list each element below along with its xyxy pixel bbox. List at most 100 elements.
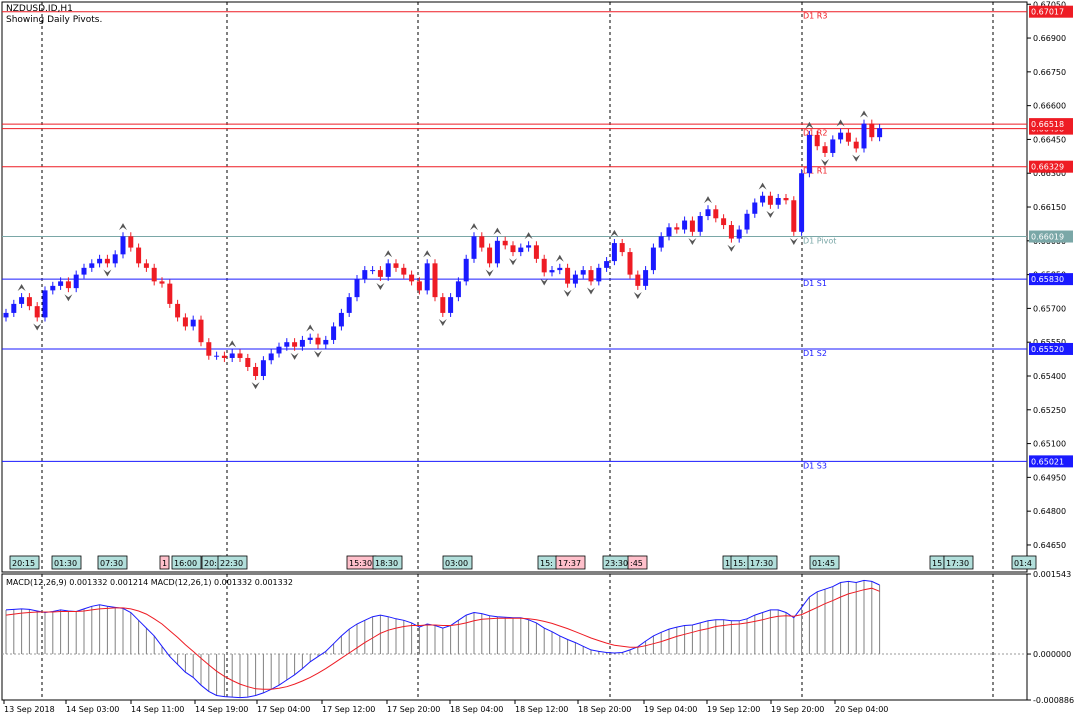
- candle-body: [323, 339, 329, 345]
- time-axis-label: 14 Sep 19:00: [195, 705, 248, 714]
- session-tag-text: 07:30: [100, 559, 123, 568]
- fractal-up-arrow: [470, 223, 478, 231]
- pivot-level-label: D1 R2: [803, 129, 827, 138]
- fractal-down-arrow: [688, 237, 697, 245]
- session-tag-text: 17:30: [750, 559, 773, 568]
- current-price-badge-text: 0.66518: [1031, 120, 1064, 129]
- price-axis-label: 0.65700: [1033, 304, 1066, 313]
- pivot-price-badge-text: 0.65520: [1031, 345, 1064, 354]
- candle-body: [409, 274, 415, 282]
- candle-body: [845, 132, 851, 142]
- price-axis-label: 0.64950: [1033, 473, 1066, 482]
- fractal-up-arrow: [17, 284, 26, 291]
- candle-body: [151, 267, 157, 282]
- candle-body: [471, 236, 477, 259]
- candle-body: [502, 240, 508, 246]
- pivot-level-label: D1 R3: [803, 12, 827, 21]
- candle-body: [292, 342, 298, 347]
- candle-body: [783, 198, 789, 201]
- session-tag: [372, 555, 403, 570]
- pivot-price-badge: [1029, 342, 1073, 355]
- session-tag-text: 01:4: [1014, 559, 1032, 568]
- pivot-price-badge-text: 0.67017: [1031, 8, 1064, 17]
- price-axis-label: 0.65100: [1033, 440, 1066, 449]
- candle-body: [736, 229, 742, 239]
- fractal-down-arrow: [540, 278, 549, 286]
- session-tag: [747, 555, 778, 570]
- candle-body: [214, 355, 220, 357]
- candle-body: [689, 220, 695, 232]
- session-tag-text: 17:30: [946, 559, 969, 568]
- candle-body: [424, 263, 430, 291]
- candle-body: [861, 123, 867, 149]
- fractal-up-arrow: [610, 229, 619, 237]
- fractal-down-arrow: [251, 382, 260, 390]
- candle-body: [299, 339, 305, 347]
- candle-body: [143, 263, 149, 268]
- candle-body: [182, 317, 188, 327]
- candle-body: [112, 254, 118, 264]
- fractal-down-arrow: [633, 292, 642, 300]
- candle-body: [728, 225, 734, 239]
- macd-main-line: [5, 579, 880, 699]
- fractal-down-arrow: [509, 258, 517, 266]
- candle-body: [65, 281, 71, 289]
- candle-body: [175, 303, 181, 318]
- candle-body: [541, 258, 547, 273]
- candle-body: [713, 209, 719, 219]
- fractal-down-arrow: [587, 287, 595, 295]
- fractal-down-arrow: [33, 323, 42, 331]
- candle-body: [697, 216, 703, 232]
- candle-body: [136, 247, 142, 264]
- candle-body: [580, 270, 586, 275]
- candle-body: [89, 263, 95, 268]
- candle-body: [338, 312, 344, 327]
- candle-body: [370, 270, 376, 272]
- candle-body: [814, 134, 820, 147]
- candle-body: [346, 297, 352, 313]
- time-axis-label: 18 Sep 20:00: [578, 705, 631, 714]
- candle-body: [237, 353, 243, 358]
- candle-body: [253, 366, 259, 376]
- price-axis-label: 0.64650: [1033, 541, 1066, 550]
- candle-body: [393, 263, 399, 268]
- pivot-level-label: D1 S3: [803, 461, 827, 470]
- candle-body: [533, 245, 539, 259]
- time-axis-label: 17 Sep 20:00: [387, 705, 440, 714]
- candle-body: [565, 267, 571, 284]
- candle-body: [487, 247, 493, 264]
- time-axis-label: 18 Sep 04:00: [450, 705, 503, 714]
- candle-body: [557, 267, 563, 271]
- candle-body: [518, 247, 524, 253]
- time-axis-label: 14 Sep 11:00: [131, 705, 184, 714]
- candle-body: [315, 337, 321, 345]
- session-tag-text: 17:37: [558, 559, 581, 568]
- fractal-down-arrow: [852, 154, 861, 162]
- fractal-down-arrow: [821, 159, 829, 167]
- session-tag-text: 15:: [540, 559, 553, 568]
- candle-body: [120, 236, 126, 255]
- time-axis-label: 13 Sep 2018: [4, 705, 55, 714]
- candle-body: [619, 243, 625, 253]
- session-tag-text: 03:00: [445, 559, 468, 568]
- candle-body: [572, 274, 578, 284]
- price-axis-label: 0.66900: [1033, 34, 1066, 43]
- candle-body: [643, 270, 649, 286]
- candle-body: [479, 236, 485, 248]
- session-tag-text: 23:30: [605, 559, 628, 568]
- candle-body: [806, 134, 812, 174]
- pivot-price-badge: [1029, 5, 1073, 18]
- candle-body: [245, 357, 251, 367]
- price-axis-label: 0.66450: [1033, 135, 1066, 144]
- candle-body: [721, 218, 727, 226]
- candle-body: [682, 220, 688, 230]
- session-tag: [809, 555, 840, 570]
- candle-body: [221, 355, 227, 358]
- candle-body: [463, 258, 469, 282]
- fractal-up-arrow: [836, 119, 845, 127]
- session-tag-text: 15: [932, 559, 942, 568]
- pivot-level-label: D1 Pivot: [803, 237, 836, 246]
- candle-body: [73, 274, 79, 289]
- candle-body: [869, 123, 875, 138]
